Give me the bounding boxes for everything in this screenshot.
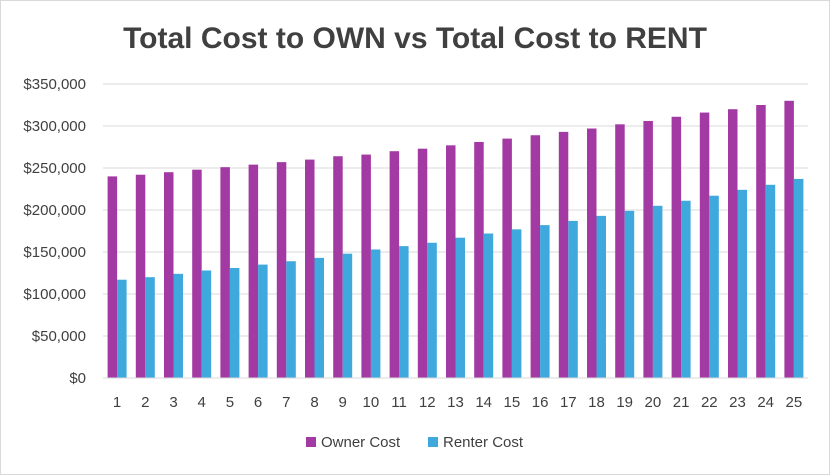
owner-cost-bar <box>756 105 766 378</box>
renter-cost-bar <box>370 249 381 378</box>
x-tick-label: 7 <box>282 394 290 411</box>
x-axis-tick-labels: 1 2 3 4 5 6 7 8 9 10 11 12 13 14 15 16 17 18 19 20 21 22 23 24 2… <box>113 394 802 411</box>
owner-cost-bar <box>107 176 118 378</box>
y-tick-label: $150,000 <box>23 244 86 261</box>
owner-cost-bar <box>474 141 484 378</box>
y-tick-label: $350,000 <box>23 76 86 93</box>
renter-cost-bar <box>709 195 719 378</box>
owner-cost-bar <box>389 151 400 378</box>
x-tick-label: 17 <box>560 394 577 411</box>
x-tick-label: 24 <box>757 394 774 411</box>
renter-cost-bar <box>511 229 522 378</box>
x-tick-label: 25 <box>786 394 803 411</box>
x-tick-label: 11 <box>391 394 407 411</box>
x-tick-label: 18 <box>588 394 605 411</box>
renter-cost-bar <box>681 200 691 378</box>
x-tick-label: 19 <box>616 394 633 411</box>
x-tick-label: 20 <box>645 394 662 411</box>
y-axis-tick-labels: $0 $50,000 $100,000 $150,000 $200,000 $250,00… <box>23 76 86 387</box>
renter-cost-bar <box>145 277 155 378</box>
x-tick-label: 2 <box>141 394 149 411</box>
owner-cost-bar <box>446 145 456 378</box>
owner-cost-bar <box>558 131 569 378</box>
y-tick-label: $200,000 <box>23 202 86 219</box>
bars <box>107 100 804 379</box>
x-tick-label: 22 <box>701 394 718 411</box>
x-tick-label: 16 <box>532 394 549 411</box>
owner-cost-bar <box>502 138 512 378</box>
renter-cost-bar <box>399 246 409 378</box>
owner-cost-bar <box>587 128 597 378</box>
owner-cost-legend-swatch <box>306 437 316 447</box>
chart-title: Total Cost to OWN vs Total Cost to RENT <box>123 22 707 55</box>
owner-cost-bar <box>248 164 259 378</box>
x-tick-label: 5 <box>226 394 234 411</box>
owner-cost-bar <box>135 174 146 378</box>
owner-cost-bar <box>361 154 371 378</box>
renter-cost-bar <box>568 220 578 378</box>
renter-cost-bar <box>286 261 296 378</box>
y-tick-label: $300,000 <box>23 118 86 135</box>
renter-cost-bar <box>540 225 550 378</box>
renter-cost-bar <box>652 205 663 378</box>
x-tick-label: 4 <box>198 394 206 411</box>
owner-cost-bar <box>164 172 174 378</box>
owner-cost-bar <box>305 159 315 378</box>
x-tick-label: 10 <box>363 394 380 411</box>
x-tick-label: 23 <box>729 394 746 411</box>
owner-cost-bar <box>671 116 682 378</box>
renter-cost-bar <box>229 267 240 378</box>
y-tick-label: $100,000 <box>23 286 86 303</box>
y-tick-label: $250,000 <box>23 160 86 177</box>
renter-cost-bar <box>737 189 747 378</box>
owner-cost-legend-label: Owner Cost <box>321 434 401 451</box>
owner-cost-bar <box>417 148 428 378</box>
owner-cost-bar <box>192 169 202 378</box>
renter-cost-bar <box>455 237 465 378</box>
x-tick-label: 6 <box>254 394 262 411</box>
owner-cost-bar <box>728 109 738 378</box>
renter-cost-bar <box>201 270 212 378</box>
y-tick-label: $50,000 <box>32 328 86 345</box>
owner-cost-bar <box>333 156 343 378</box>
owner-cost-bar <box>615 124 625 378</box>
renter-cost-bar <box>173 273 183 378</box>
renter-cost-bar <box>117 279 127 378</box>
renter-cost-bar <box>624 210 635 378</box>
x-tick-label: 21 <box>673 394 690 411</box>
renter-cost-legend-label: Renter Cost <box>443 434 524 451</box>
x-tick-label: 14 <box>475 394 492 411</box>
renter-cost-bar <box>765 184 776 378</box>
owner-cost-bar <box>784 100 794 379</box>
x-tick-label: 1 <box>113 394 121 411</box>
x-tick-label: 8 <box>310 394 318 411</box>
renter-cost-bar <box>793 178 804 378</box>
legend: Owner Cost Renter Cost <box>306 434 524 451</box>
x-tick-label: 15 <box>504 394 521 411</box>
renter-cost-bar <box>342 253 353 378</box>
x-tick-label: 12 <box>419 394 436 411</box>
owner-cost-bar <box>220 167 230 378</box>
renter-cost-bar <box>427 242 437 378</box>
renter-cost-bar <box>483 233 494 378</box>
y-tick-label: $0 <box>69 370 86 387</box>
x-tick-label: 3 <box>169 394 177 411</box>
owner-cost-bar <box>276 162 287 378</box>
x-tick-label: 9 <box>339 394 347 411</box>
renter-cost-bar <box>596 215 606 378</box>
renter-cost-legend-swatch <box>428 437 438 447</box>
owner-cost-bar <box>530 135 541 378</box>
owner-cost-bar <box>699 112 710 378</box>
x-tick-label: 13 <box>447 394 464 411</box>
renter-cost-bar <box>314 257 324 378</box>
renter-cost-bar <box>258 264 268 378</box>
owner-cost-bar <box>643 120 653 379</box>
